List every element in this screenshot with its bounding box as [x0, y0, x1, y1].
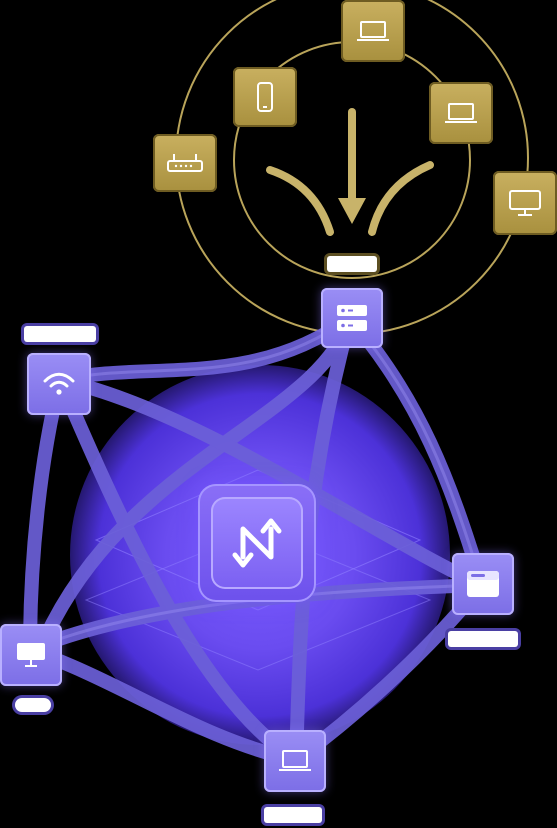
- monitor-tile[interactable]: [493, 171, 557, 235]
- laptop-icon: [445, 103, 477, 123]
- link-server-desktop: [33, 311, 357, 657]
- wifi-icon: [43, 372, 75, 395]
- hub-inner-panel: [211, 497, 303, 589]
- link-server-browser: [343, 311, 489, 592]
- phone-tile[interactable]: [233, 67, 297, 127]
- desktop-icon: [17, 643, 45, 667]
- desktop-node[interactable]: [0, 624, 62, 686]
- right-curve-arrow: [368, 161, 434, 236]
- laptop-tile-right[interactable]: [429, 82, 493, 144]
- browser-label: [448, 631, 518, 647]
- phone-icon: [257, 82, 273, 112]
- laptop-bottom-node[interactable]: [264, 730, 326, 792]
- lower-plate: [84, 529, 432, 671]
- desktop-label: [15, 698, 51, 712]
- router-icon: [167, 154, 203, 172]
- down-arrow-head: [338, 198, 366, 224]
- browser-window-icon: [467, 571, 499, 597]
- wifi-label: [24, 326, 96, 342]
- link-wifi-laptop: [53, 373, 303, 767]
- server-node[interactable]: [321, 288, 383, 348]
- link-wifi-browser: [53, 373, 489, 592]
- left-curve-arrow: [266, 166, 334, 236]
- transfer-arrows-icon: [232, 518, 282, 568]
- router-tile[interactable]: [153, 134, 217, 192]
- link-desktop-laptop: [23, 643, 303, 767]
- monitor-icon: [509, 190, 541, 216]
- central-hub[interactable]: [198, 484, 316, 602]
- server-icon: [337, 305, 367, 331]
- laptop-bottom-label: [264, 807, 322, 823]
- browser-node[interactable]: [452, 553, 514, 615]
- laptop-icon: [279, 750, 311, 771]
- laptop-tile-top[interactable]: [341, 0, 405, 62]
- wifi-node[interactable]: [27, 353, 91, 415]
- gateway-label: [327, 256, 377, 272]
- laptop-icon: [357, 21, 389, 41]
- link-wifi-server: [53, 311, 357, 387]
